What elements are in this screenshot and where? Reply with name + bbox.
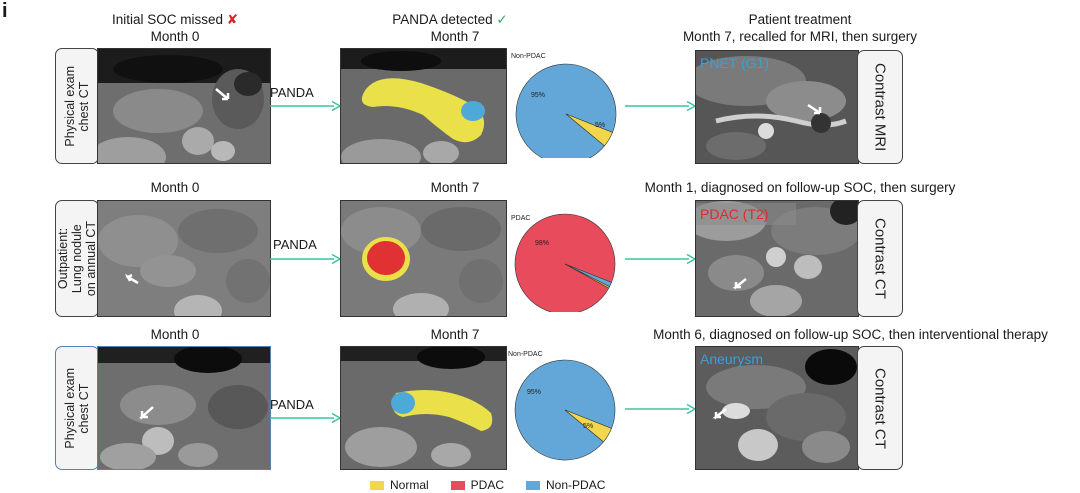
row3-pie-title: Non-PDAC xyxy=(508,351,543,358)
legend-swatch-pdac xyxy=(450,480,465,490)
row2-caption: Month 1, diagnosed on follow-up SOC, the… xyxy=(644,180,956,195)
col2-title: PANDA detected xyxy=(392,12,493,27)
row2-month7-scan xyxy=(340,200,507,317)
legend-item-pdac: PDAC xyxy=(450,478,505,492)
panel-letter: i xyxy=(2,0,8,22)
col1-title: Initial SOC missed xyxy=(111,12,223,27)
row3-pie-big-label: 95% xyxy=(527,389,541,396)
row1-left-label-line1: Physical exam xyxy=(63,65,77,147)
row2-col2-month: Month 7 xyxy=(430,180,480,195)
row1-left-label: Physical exam chest CT xyxy=(55,48,99,164)
row3-left-label-line2: chest CT xyxy=(77,383,91,434)
row2-diagnosis: PDAC (T2) xyxy=(700,206,768,222)
row1-pie-big-label: 95% xyxy=(531,92,545,99)
legend-label-non-pdac: Non-PDAC xyxy=(546,478,606,492)
legend-item-normal: Normal xyxy=(370,478,429,492)
row2-arrow-1 xyxy=(270,253,342,265)
legend-swatch-normal xyxy=(370,480,384,490)
row3-treatment-scan: Aneurysm xyxy=(695,346,859,470)
row1-arrow-2 xyxy=(625,100,697,112)
row1-diagnosis: PNET (G1) xyxy=(700,55,769,71)
pie-slice-normal xyxy=(564,263,610,289)
row1-left-label-line2: chest CT xyxy=(77,81,91,132)
legend-label-pdac: PDAC xyxy=(470,478,505,492)
col2-header: PANDA detected ✓ xyxy=(340,12,560,28)
check-icon: ✓ xyxy=(496,12,508,27)
legend: Normal PDAC Non-PDAC xyxy=(370,478,605,492)
row3-arrow-1 xyxy=(270,412,342,424)
row3-right-label: Contrast CT xyxy=(857,346,903,470)
col3-title: Patient treatment xyxy=(748,12,852,27)
row2-left-label-line2: Lung nodule xyxy=(70,224,84,293)
row2-treatment-scan: PDAC (T2) xyxy=(695,200,859,317)
row2-pie-title: PDAC xyxy=(511,215,530,222)
row2-right-label-text: Contrast CT xyxy=(871,218,889,299)
row1-treatment-scan: PNET (G1) xyxy=(695,50,859,164)
row2-month0-scan xyxy=(97,200,271,317)
pie-slice-normal xyxy=(565,113,613,147)
row1-pie-title: Non-PDAC xyxy=(511,53,546,60)
row1-right-label: Contrast MRI xyxy=(857,50,903,164)
row2-right-label: Contrast CT xyxy=(857,200,903,317)
legend-label-normal: Normal xyxy=(390,478,429,492)
row3-diagnosis: Aneurysm xyxy=(700,351,763,367)
pie-slice-normal xyxy=(564,409,612,443)
legend-swatch-non-pdac xyxy=(526,480,541,490)
row2-arrow-label: PANDA xyxy=(273,237,317,252)
row3-arrow-label: PANDA xyxy=(270,397,314,412)
row1-arrow-1 xyxy=(270,100,342,112)
row1-pie: Non-PDAC 95% 5% xyxy=(511,53,617,158)
row3-left-label-line1: Physical exam xyxy=(63,367,77,449)
row3-caption: Month 6, diagnosed on follow-up SOC, the… xyxy=(653,327,1048,342)
row1-pie-small-label: 5% xyxy=(595,122,605,129)
row1-col1-month: Month 0 xyxy=(150,29,200,44)
row2-pie-big-label: 98% xyxy=(535,240,549,247)
row3-month7-scan xyxy=(340,346,507,470)
cross-icon: ✘ xyxy=(226,12,239,27)
row3-right-label-text: Contrast CT xyxy=(871,367,889,449)
row3-col2-month: Month 7 xyxy=(430,327,480,342)
row2-left-label: Outpatient: Lung nodule on annual CT xyxy=(55,200,99,317)
row1-arrow-label: PANDA xyxy=(270,85,314,100)
row2-arrow-2 xyxy=(625,253,697,265)
row1-month7-scan xyxy=(340,48,507,164)
row2-left-label-line1: Outpatient: xyxy=(56,227,70,290)
legend-item-non-pdac: Non-PDAC xyxy=(526,478,605,492)
row3-month0-scan xyxy=(97,346,271,470)
row3-pie-small-label: 5% xyxy=(583,423,593,430)
row3-pie: Non-PDAC 95% 5% xyxy=(508,351,616,461)
row3-arrow-2 xyxy=(625,403,697,415)
pie-slice-pdac xyxy=(514,213,616,312)
row3-left-label: Physical exam chest CT xyxy=(55,346,99,470)
row1-right-label-text: Contrast MRI xyxy=(871,62,889,152)
row1-caption: Month 7, recalled for MRI, then surgery xyxy=(682,29,918,44)
row1-month0-scan xyxy=(97,48,271,164)
row2-left-label-line3: on annual CT xyxy=(84,220,98,297)
row1-col2-month: Month 7 xyxy=(430,29,480,44)
row3-col1-month: Month 0 xyxy=(150,327,200,342)
row2-col1-month: Month 0 xyxy=(150,180,200,195)
pie-slice-non-pdac xyxy=(515,63,617,158)
col1-header: Initial SOC missed ✘ xyxy=(95,12,255,28)
row2-pie: PDAC 98% xyxy=(511,213,616,312)
